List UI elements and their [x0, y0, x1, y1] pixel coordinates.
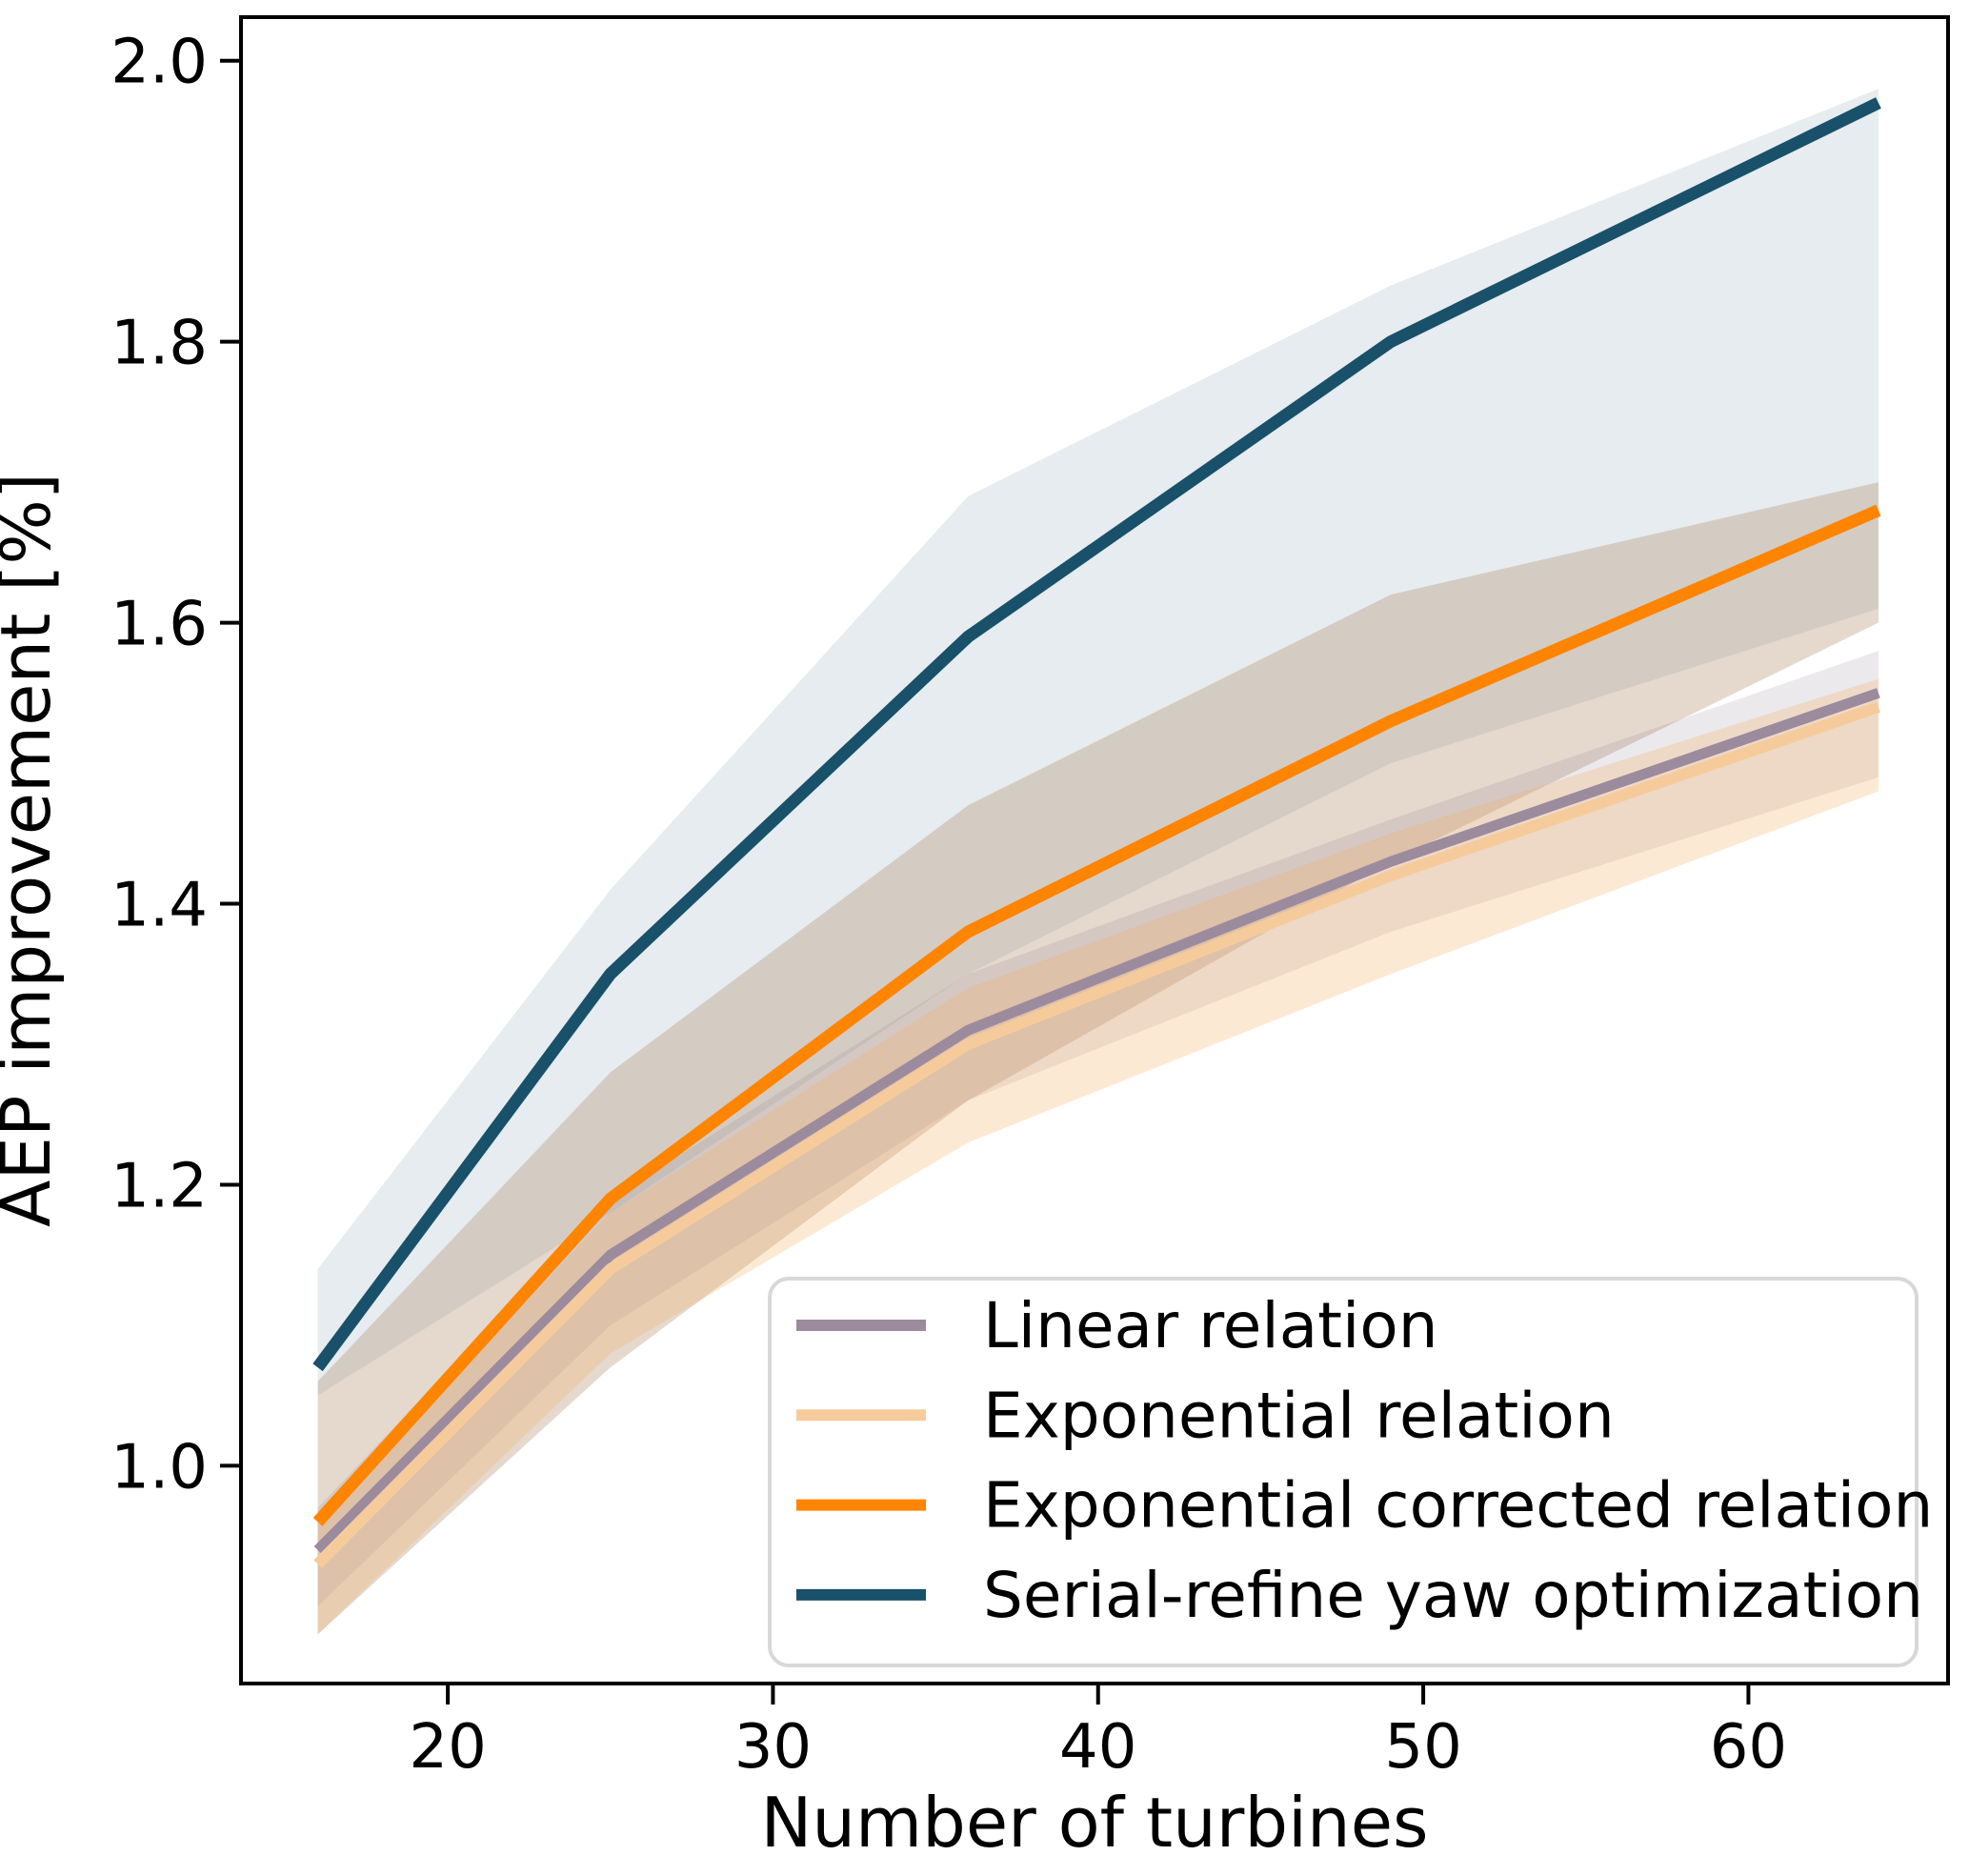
confidence-band-2 — [317, 482, 1879, 1635]
plot-area — [239, 15, 1950, 1685]
confidence-band-1 — [317, 678, 1879, 1635]
series-line-3 — [312, 97, 1881, 1372]
series-line-1 — [313, 701, 1880, 1568]
y-tick-label: 1.6 — [111, 590, 208, 660]
series-lines-layer — [312, 97, 1881, 1568]
y-tick-label: 1.4 — [111, 871, 208, 941]
y-tick-label: 1.8 — [111, 309, 208, 379]
series-line-2 — [312, 504, 1881, 1526]
x-tick-label: 60 — [1710, 1712, 1787, 1783]
x-tick-label: 50 — [1384, 1712, 1461, 1783]
legend-label-1: Exponential relation — [983, 1379, 1615, 1452]
confidence-bands-layer — [317, 89, 1879, 1635]
x-axis-label: Number of turbines — [760, 1783, 1428, 1863]
legend-label-2: Exponential corrected relation — [983, 1469, 1933, 1543]
y-tick-label: 2.0 — [111, 28, 208, 98]
confidence-band-0 — [317, 651, 1879, 1606]
axis-ticks-layer: 20 30 40 50 60 1.0 1.2 1.4 1.6 1.8 2.0 — [111, 28, 1787, 1783]
x-tick-label: 20 — [409, 1712, 486, 1783]
legend-label-3: Serial-refine yaw optimization — [983, 1559, 1923, 1632]
legend: Linear relation Exponential relation Expon… — [768, 1277, 1933, 1667]
confidence-band-3 — [317, 89, 1879, 1396]
series-line-0 — [313, 688, 1880, 1554]
x-tick-label: 40 — [1059, 1712, 1136, 1783]
y-tick-label: 1.2 — [111, 1151, 208, 1221]
legend-box — [768, 1277, 1919, 1667]
legend-label-0: Linear relation — [983, 1289, 1438, 1362]
y-tick-label: 1.0 — [111, 1432, 208, 1503]
y-axis-label: AEP improvement [%] — [0, 473, 66, 1227]
x-tick-label: 30 — [734, 1712, 812, 1783]
